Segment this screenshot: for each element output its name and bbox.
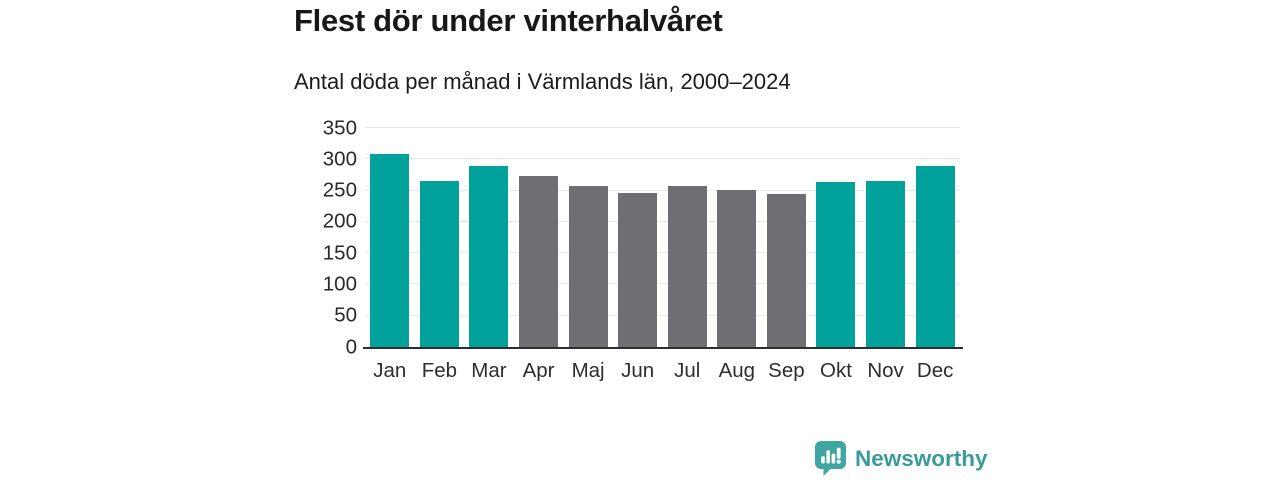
x-axis-line <box>363 347 963 349</box>
x-tick-label-dec: Dec <box>916 359 954 382</box>
x-tick-label-feb: Feb <box>421 359 458 382</box>
chart-subtitle: Antal döda per månad i Värmlands län, 20… <box>294 69 791 94</box>
bar-slot-sep <box>762 128 812 347</box>
bar-slot-feb <box>415 128 465 347</box>
bar-slot-dec <box>910 128 960 347</box>
x-tick-label-sep: Sep <box>768 359 805 382</box>
bar-okt <box>816 182 856 347</box>
gridline-250 <box>365 189 960 191</box>
plot-area: 0 50 100 150 200 250 300 350 <box>323 117 963 356</box>
bar-slot-mar <box>464 128 514 347</box>
brand-name: Newsworthy <box>855 446 988 471</box>
bar-nov <box>866 181 906 347</box>
brand-logo-link[interactable]: Newsworthy <box>814 440 988 476</box>
bar-jun <box>618 193 658 347</box>
gridline-200 <box>365 220 960 222</box>
bar-sep <box>766 193 806 347</box>
bar-slot-jul <box>662 128 712 347</box>
x-axis-labels: Jan Feb Mar Apr Maj Jun Jul Aug Sep Okt Nov Dec <box>365 359 960 384</box>
bar-maj <box>568 185 608 347</box>
x-tick-label-okt: Okt <box>820 359 852 382</box>
bar-slot-jan <box>365 128 415 347</box>
gridline-100 <box>365 283 960 285</box>
x-tick-label-apr: Apr <box>522 359 555 382</box>
gridline-150 <box>365 252 960 254</box>
y-tick-label-150: 150 <box>322 240 357 264</box>
bar-slot-aug <box>712 128 762 347</box>
y-tick-label-100: 100 <box>322 272 357 296</box>
x-tick-label-aug: Aug <box>718 359 756 382</box>
bars-container <box>365 128 960 347</box>
bar-slot-apr <box>514 128 564 347</box>
bar-slot-jun <box>613 128 663 347</box>
x-tick-label-jan: Jan <box>373 359 407 382</box>
y-tick-label-300: 300 <box>322 147 357 171</box>
page-title: Flest dör under vinterhalvåret <box>294 3 723 38</box>
bar-apr <box>519 175 559 347</box>
bar-feb <box>419 180 459 347</box>
bar-jul <box>667 185 707 347</box>
bar-aug <box>717 189 757 347</box>
y-tick-label-200: 200 <box>322 209 357 233</box>
x-tick-label-mar: Mar <box>471 359 507 382</box>
bar-mar <box>469 165 509 347</box>
newsworthy-logo-icon <box>815 441 846 476</box>
bar-slot-nov <box>861 128 911 347</box>
x-tick-label-jun: Jun <box>621 359 655 382</box>
gridline-300 <box>365 158 960 160</box>
y-tick-label-50: 50 <box>334 303 357 327</box>
x-tick-label-nov: Nov <box>867 359 904 382</box>
x-tick-label-jul: Jul <box>674 359 701 382</box>
bar-slot-maj <box>563 128 613 347</box>
y-tick-label-350: 350 <box>322 115 357 139</box>
bar-dec <box>915 166 955 347</box>
bar-jan <box>370 153 410 347</box>
gridline-350 <box>365 127 960 128</box>
y-axis-labels: 0 50 100 150 200 250 300 350 <box>287 117 357 356</box>
x-tick-label-maj: Maj <box>571 359 605 382</box>
gridlines <box>365 127 960 347</box>
y-tick-label-0: 0 <box>345 334 357 358</box>
bar-slot-okt <box>811 128 861 347</box>
y-tick-label-250: 250 <box>322 178 357 202</box>
gridline-50 <box>365 314 960 316</box>
